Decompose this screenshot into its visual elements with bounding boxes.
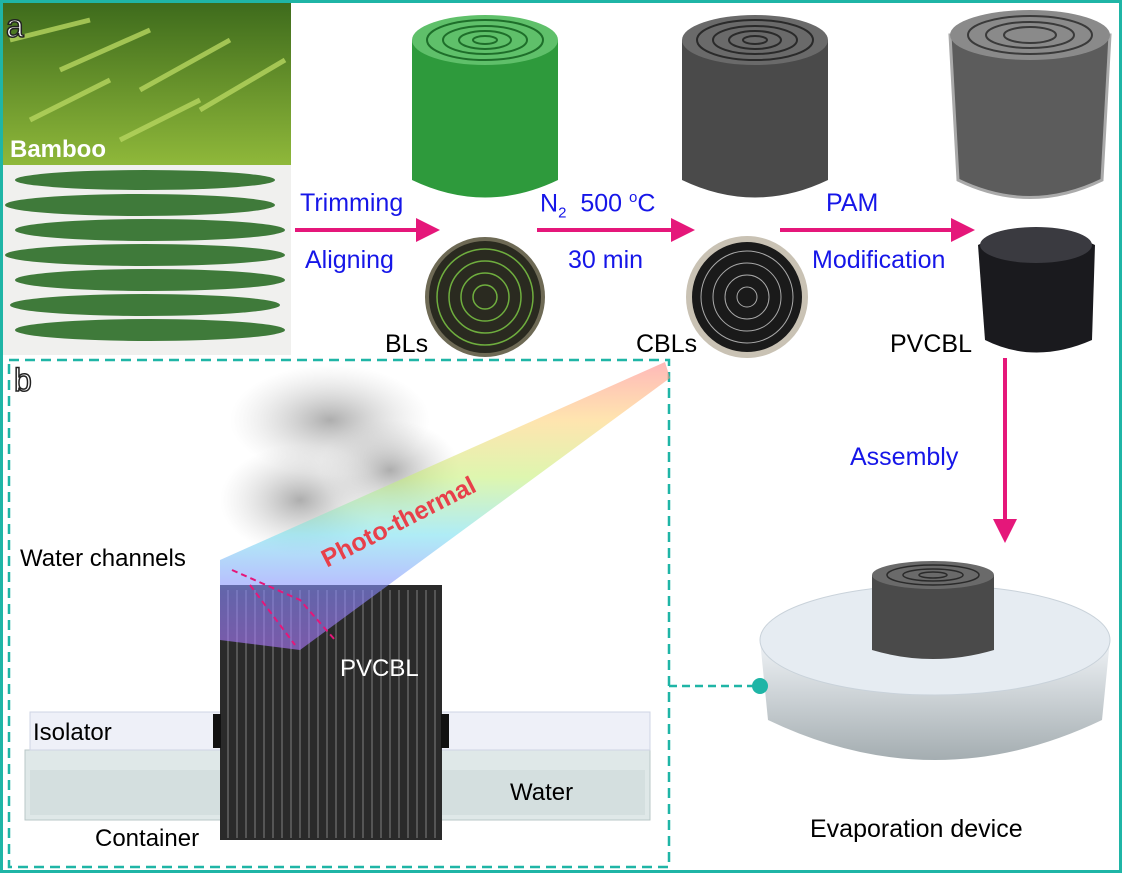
pvcbl-photo bbox=[978, 227, 1095, 353]
step-modification: Modification bbox=[812, 246, 946, 274]
bamboo-photo bbox=[3, 3, 291, 165]
container-label: Container bbox=[95, 825, 200, 852]
pvcbl-block-label: PVCBL bbox=[340, 655, 419, 682]
light-beam bbox=[220, 362, 670, 650]
bl-roll-model bbox=[412, 15, 558, 198]
evaporation-device bbox=[759, 561, 1111, 760]
product-bls: BLs bbox=[385, 330, 429, 358]
product-cbls: CBLs bbox=[636, 330, 698, 358]
step-pam: PAM bbox=[826, 189, 879, 217]
step-duration: 30 min bbox=[568, 246, 644, 274]
step-trimming: Trimming bbox=[300, 189, 404, 217]
cbl-roll-photo bbox=[686, 236, 808, 358]
degree-sign: o bbox=[628, 189, 638, 206]
gas-subscript: 2 bbox=[558, 204, 567, 222]
temperature: 500 bbox=[580, 189, 629, 218]
bamboo-label: Bamboo bbox=[10, 136, 106, 163]
water-label: Water bbox=[510, 779, 574, 806]
cbl-roll-model bbox=[682, 15, 828, 198]
evaporation-device-label: Evaporation device bbox=[810, 815, 1023, 843]
water-channel-pointer-2 bbox=[249, 584, 296, 646]
connector-dot bbox=[752, 678, 768, 694]
step-aligning: Aligning bbox=[305, 246, 394, 274]
product-pvcbl: PVCBL bbox=[890, 330, 972, 358]
temperature-unit: C bbox=[637, 189, 656, 218]
panel-label-a: a bbox=[5, 7, 24, 45]
water-channels-label: Water channels bbox=[20, 545, 186, 572]
step-assembly: Assembly bbox=[850, 443, 959, 471]
isolator-label: Isolator bbox=[33, 719, 112, 746]
panel-b-frame bbox=[7, 358, 671, 869]
bl-roll-photo bbox=[425, 237, 545, 357]
panel-label-b: b bbox=[13, 361, 32, 399]
water-channel-pointer bbox=[231, 569, 336, 641]
step-carbonization-condition: N2 500 oC bbox=[540, 189, 655, 221]
gas: N bbox=[540, 189, 559, 218]
bamboo-leaves-photo bbox=[3, 165, 291, 355]
pvcbl-model bbox=[948, 10, 1112, 199]
